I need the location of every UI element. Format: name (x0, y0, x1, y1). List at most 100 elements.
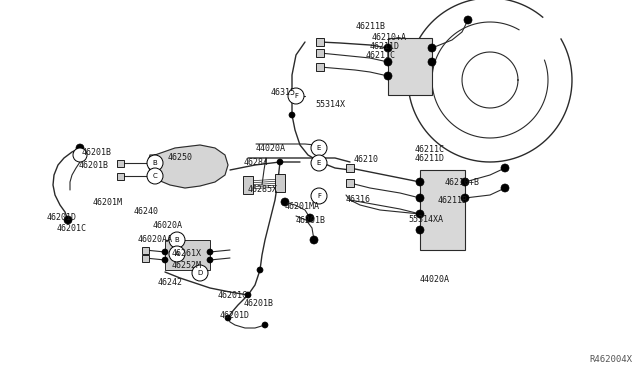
Circle shape (464, 16, 472, 24)
Text: 46285X: 46285X (248, 185, 278, 194)
Text: 46201B: 46201B (296, 216, 326, 225)
Circle shape (501, 164, 509, 172)
Circle shape (428, 44, 436, 52)
Text: 46201M: 46201M (93, 198, 123, 207)
Text: 46315: 46315 (271, 88, 296, 97)
Circle shape (311, 188, 327, 204)
Bar (315, 144, 323, 152)
Bar (315, 159, 323, 167)
Bar (316, 63, 324, 71)
Text: 46284: 46284 (244, 158, 269, 167)
Text: 46201B: 46201B (79, 161, 109, 170)
Circle shape (245, 292, 251, 298)
Bar (116, 173, 124, 180)
Circle shape (151, 172, 159, 180)
Circle shape (162, 257, 168, 263)
Bar (141, 247, 148, 253)
Circle shape (416, 226, 424, 234)
Text: 46210+A: 46210+A (372, 33, 407, 42)
Text: B: B (152, 160, 157, 166)
Bar (165, 240, 210, 270)
Circle shape (288, 88, 304, 104)
Bar (388, 38, 432, 95)
Bar (316, 49, 324, 57)
Circle shape (428, 58, 436, 66)
Circle shape (257, 267, 263, 273)
Text: R462004X: R462004X (589, 355, 632, 364)
Text: 46201D: 46201D (220, 311, 250, 320)
Circle shape (310, 236, 318, 244)
Circle shape (225, 315, 231, 321)
Circle shape (416, 194, 424, 202)
Text: 46201C: 46201C (57, 224, 87, 233)
Text: 46211B: 46211B (356, 22, 386, 31)
Circle shape (207, 249, 213, 255)
Bar (243, 176, 253, 194)
Text: 46210+B: 46210+B (445, 178, 480, 187)
Bar (292, 92, 300, 100)
Text: 46242: 46242 (158, 278, 183, 287)
Circle shape (416, 178, 424, 186)
Text: 44020A: 44020A (256, 144, 286, 153)
Circle shape (306, 214, 314, 222)
Text: 46211C: 46211C (366, 51, 396, 60)
Text: 46201MA: 46201MA (285, 202, 320, 211)
Text: 46240: 46240 (134, 207, 159, 216)
Circle shape (262, 322, 268, 328)
Text: F: F (294, 93, 298, 99)
Text: 46201B: 46201B (82, 148, 112, 157)
Text: 46316: 46316 (346, 195, 371, 204)
Text: D: D (197, 270, 203, 276)
Text: 46201D: 46201D (47, 213, 77, 222)
Circle shape (64, 216, 72, 224)
Text: C: C (152, 173, 157, 179)
Text: 44020A: 44020A (420, 275, 450, 284)
Text: F: F (317, 193, 321, 199)
Text: 46020A: 46020A (153, 221, 183, 230)
Circle shape (384, 58, 392, 66)
Circle shape (169, 232, 185, 248)
Text: A: A (175, 251, 179, 257)
Circle shape (147, 155, 163, 171)
Circle shape (192, 265, 208, 281)
Circle shape (75, 150, 85, 160)
Text: 46211D: 46211D (415, 154, 445, 163)
Text: E: E (317, 145, 321, 151)
Circle shape (169, 246, 185, 262)
Text: 46201C: 46201C (218, 291, 248, 300)
Circle shape (461, 194, 469, 202)
Text: 46020AA: 46020AA (138, 235, 173, 244)
Bar (116, 160, 124, 167)
Bar (316, 38, 324, 46)
Bar (275, 174, 285, 192)
Circle shape (162, 249, 168, 255)
Bar (346, 164, 354, 172)
Circle shape (73, 148, 87, 162)
Text: 46211B: 46211B (438, 196, 468, 205)
Polygon shape (148, 145, 228, 188)
Text: 46210: 46210 (354, 155, 379, 164)
Circle shape (311, 140, 327, 156)
Circle shape (289, 112, 295, 118)
Circle shape (461, 178, 469, 186)
Text: 46211C: 46211C (415, 145, 445, 154)
Text: 46211D: 46211D (370, 42, 400, 51)
Circle shape (384, 72, 392, 80)
Bar (315, 192, 323, 200)
Circle shape (207, 257, 213, 263)
Bar (346, 179, 354, 187)
Circle shape (76, 144, 84, 152)
Circle shape (384, 44, 392, 52)
Text: 55314XA: 55314XA (408, 215, 443, 224)
Circle shape (277, 159, 283, 165)
Text: 46201B: 46201B (244, 299, 274, 308)
Circle shape (151, 159, 159, 167)
Text: E: E (317, 160, 321, 166)
Text: 46252M: 46252M (172, 261, 202, 270)
Circle shape (147, 168, 163, 184)
Text: 55314X: 55314X (315, 100, 345, 109)
Bar (141, 254, 148, 262)
Circle shape (311, 155, 327, 171)
Circle shape (501, 184, 509, 192)
Text: 46250: 46250 (168, 153, 193, 162)
